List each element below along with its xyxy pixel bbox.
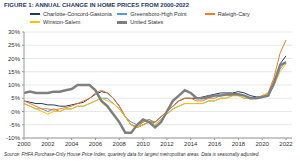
- svg-text:2018: 2018: [232, 141, 246, 147]
- html-text:FIGURE 1: ANNUAL CHANGE IN HOM: FIGURE 1: ANNUAL CHANGE IN HOME PRICES F…: [4, 2, 189, 8]
- svg-text:5%: 5%: [11, 95, 20, 101]
- svg-text:10%: 10%: [8, 82, 21, 88]
- svg-text:15%: 15%: [8, 69, 21, 75]
- svg-text:2014: 2014: [184, 141, 198, 147]
- svg-text:2010: 2010: [136, 141, 150, 147]
- svg-text:-10%: -10%: [8, 135, 21, 141]
- html-text:Winston-Salem: Winston-Salem: [43, 19, 81, 25]
- svg-text:2004: 2004: [65, 141, 79, 147]
- html-text:Source: FHFA Purchase-Only Hou: Source: FHFA Purchase-Only House Price I…: [4, 152, 260, 157]
- svg-text:20%: 20%: [8, 56, 21, 62]
- html-text:United States: United States: [130, 19, 164, 25]
- svg-text:2000: 2000: [17, 141, 31, 147]
- svg-text:2016: 2016: [208, 141, 222, 147]
- svg-text:2008: 2008: [113, 141, 127, 147]
- svg-text:2012: 2012: [160, 141, 174, 147]
- svg-text:0%: 0%: [11, 109, 20, 115]
- svg-text:2006: 2006: [89, 141, 103, 147]
- svg-text:2002: 2002: [41, 141, 55, 147]
- html-text:Greensboro-High Point: Greensboro-High Point: [130, 11, 187, 17]
- html-text:Raleigh-Cary: Raleigh-Cary: [217, 11, 250, 17]
- svg-text:25%: 25%: [8, 42, 21, 48]
- svg-text:2020: 2020: [256, 141, 270, 147]
- html-text:Charlotte-Concord-Gastonia: Charlotte-Concord-Gastonia: [43, 11, 112, 17]
- svg-text:30%: 30%: [8, 29, 21, 35]
- svg-text:-5%: -5%: [9, 122, 20, 128]
- svg-text:2022: 2022: [279, 141, 292, 147]
